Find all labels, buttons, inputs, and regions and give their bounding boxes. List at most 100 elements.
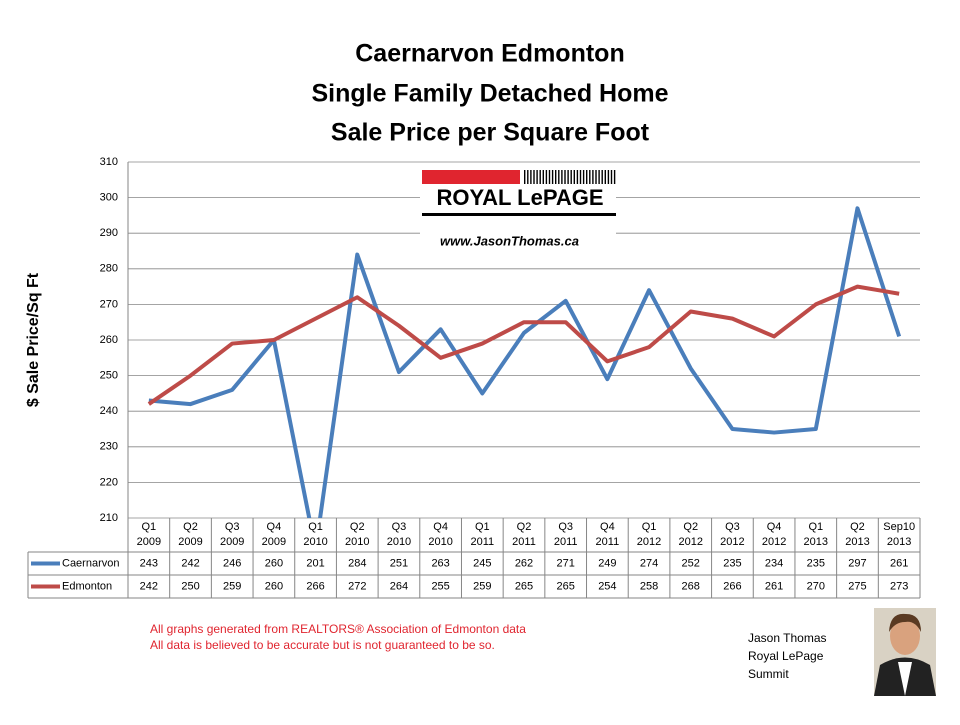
barcode-bar [598, 170, 600, 184]
x-tick-label: 2013 [887, 536, 911, 548]
barcode-bar [589, 170, 591, 184]
logo-rule [422, 213, 616, 216]
x-tick-label: 2012 [637, 536, 661, 548]
table-value: 259 [223, 580, 241, 592]
title-line: Single Family Detached Home [311, 80, 668, 108]
x-tick-label: Q2 [183, 521, 198, 533]
table-value: 201 [306, 557, 324, 569]
table-value: 266 [723, 580, 741, 592]
x-tick-label: 2013 [845, 536, 869, 548]
table-value: 275 [848, 580, 866, 592]
table-value: 263 [431, 557, 449, 569]
barcode-bar [539, 170, 541, 184]
barcode-bar [561, 170, 563, 184]
barcode-bar [570, 170, 572, 184]
x-tick-label: 2011 [512, 536, 536, 548]
title-line: Sale Price per Square Foot [331, 119, 650, 147]
series-line [148, 206, 902, 518]
x-tick-label: 2009 [137, 536, 161, 548]
x-tick-label: Q3 [725, 521, 740, 533]
logo-barcode [524, 170, 616, 184]
table-value: 266 [306, 580, 324, 592]
table-value: 268 [682, 580, 700, 592]
x-tick-label: Sep10 [883, 521, 915, 533]
table-value: 245 [473, 557, 491, 569]
x-tick-label: Q1 [475, 521, 490, 533]
author-line: Jason Thomas [748, 631, 827, 645]
table-value: 235 [807, 557, 825, 569]
x-tick-label: 2011 [554, 536, 578, 548]
x-tick-label: 2011 [596, 536, 620, 548]
barcode-bar [545, 170, 548, 184]
table-value: 246 [223, 557, 241, 569]
table-value: 274 [640, 557, 658, 569]
x-tick-label: 2011 [470, 536, 494, 548]
barcode-bar [610, 170, 613, 184]
logo: ROYAL LePAGE www.JasonThomas.ca [420, 170, 616, 248]
barcode-bar [558, 170, 560, 184]
table-value: 242 [140, 580, 158, 592]
x-tick-label: 2012 [720, 536, 744, 548]
table-value: 243 [140, 557, 158, 569]
table-value: 250 [181, 580, 199, 592]
x-tick-label: Q3 [392, 521, 407, 533]
y-tick-label: 310 [100, 156, 118, 168]
x-tick-label: Q1 [642, 521, 657, 533]
legend-label: Edmonton [62, 580, 112, 592]
table-value: 265 [515, 580, 533, 592]
y-axis-label: $ Sale Price/Sq Ft [25, 272, 42, 407]
y-tick-label: 260 [100, 334, 118, 346]
x-tick-label: 2010 [387, 536, 411, 548]
table-value: 249 [598, 557, 616, 569]
y-tick-label: 270 [100, 298, 118, 310]
table-value: 259 [473, 580, 491, 592]
x-tick-label: 2009 [262, 536, 286, 548]
title-line: Caernarvon Edmonton [355, 40, 624, 68]
y-tick-label: 290 [100, 227, 118, 239]
barcode-bar [567, 170, 569, 184]
table-value: 284 [348, 557, 366, 569]
x-tick-label: Q2 [850, 521, 865, 533]
x-tick-label: Q4 [600, 521, 615, 533]
x-tick-label: 2009 [220, 536, 244, 548]
x-tick-label: Q2 [517, 521, 532, 533]
barcode-bar [601, 170, 603, 184]
table-value: 260 [265, 580, 283, 592]
y-tick-label: 250 [100, 370, 118, 382]
x-tick-label: Q4 [433, 521, 448, 533]
series-line [147, 284, 900, 406]
y-tick-label: 280 [100, 263, 118, 275]
author-photo [874, 608, 936, 696]
photo-shirt [898, 662, 912, 696]
legend-label: Caernarvon [62, 557, 119, 569]
barcode-bar [604, 170, 606, 184]
barcode-bar [592, 170, 594, 184]
table-value: 271 [557, 557, 575, 569]
author-line: Summit [748, 667, 789, 681]
x-tick-label: Q3 [225, 521, 240, 533]
barcode-bar [548, 170, 551, 184]
table-value: 264 [390, 580, 408, 592]
barcode-bar [551, 170, 554, 184]
logo-url: www.JasonThomas.ca [440, 233, 579, 248]
barcode-bar [576, 170, 579, 184]
x-tick-label: Q3 [558, 521, 573, 533]
y-tick-label: 240 [100, 405, 118, 417]
table-value: 261 [765, 580, 783, 592]
barcode-bar [555, 170, 557, 184]
photo-hair [889, 613, 921, 632]
x-tick-label: Q4 [767, 521, 782, 533]
table-value: 252 [682, 557, 700, 569]
barcode-bar [524, 170, 526, 184]
barcode-bar [586, 170, 588, 184]
x-tick-label: Q1 [808, 521, 823, 533]
barcode-bar [573, 170, 575, 184]
table-value: 242 [181, 557, 199, 569]
barcode-bar [542, 170, 544, 184]
x-tick-label: 2010 [428, 536, 452, 548]
x-tick-label: 2013 [804, 536, 828, 548]
barcode-bar [579, 170, 582, 184]
table-value: 273 [890, 580, 908, 592]
barcode-bar [533, 170, 535, 184]
